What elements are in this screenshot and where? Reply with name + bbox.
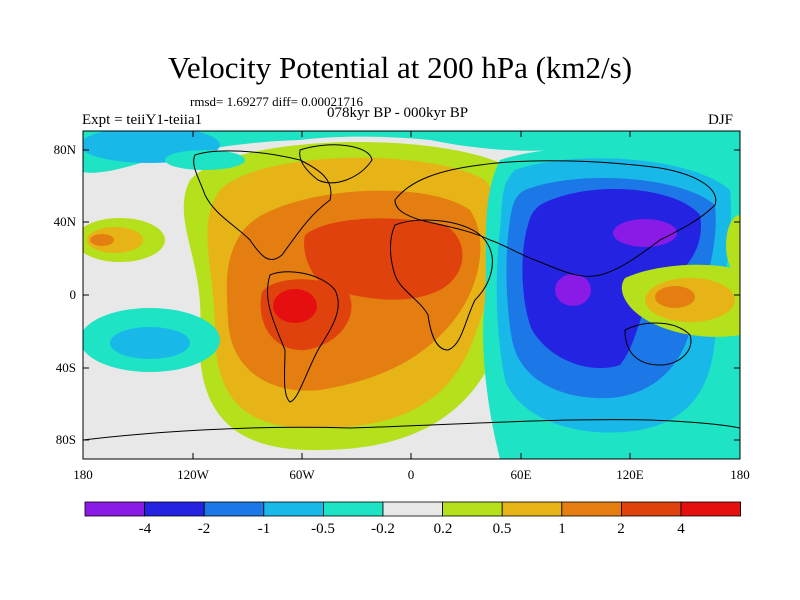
lon-label-60w: 60W — [289, 467, 315, 482]
colorbar-label-9: 4 — [677, 521, 685, 537]
contour-wpac-orange — [655, 286, 695, 308]
contour-min-violet-india — [555, 274, 591, 306]
contour-arctic-teal — [83, 131, 740, 175]
colorbar-swatch-1 — [144, 501, 205, 517]
colorbar-label-5: 0.2 — [433, 521, 453, 537]
colorbar-label-0: -4 — [138, 521, 152, 537]
lon-label-180e: 180 — [730, 467, 750, 482]
coast-south-america — [267, 271, 339, 403]
lat-label-40s: 40S — [55, 360, 76, 375]
lon-label-180w: 180 — [73, 467, 93, 482]
colorbar-label-3: -0.5 — [311, 521, 335, 537]
plot-title: Velocity Potential at 200 hPa (km2/s) — [167, 50, 633, 85]
colorbar-swatch-2 — [203, 501, 265, 517]
colorbar-swatch-3 — [263, 501, 324, 517]
colorbar-label-4: -0.2 — [371, 521, 395, 537]
lat-label-80n: 80N — [53, 142, 76, 157]
coast-africa — [390, 219, 493, 351]
coast-antarctica — [83, 419, 740, 441]
colorbar — [84, 501, 741, 517]
coast-australia — [624, 322, 692, 366]
coast-eurasia — [394, 160, 717, 277]
contour-spac-blue — [110, 327, 190, 359]
contour-nepac-teal — [165, 150, 245, 170]
colorbar-swatch-5 — [382, 501, 443, 517]
colorbar-label-8: 2 — [617, 521, 625, 537]
lat-label-40n: 40N — [53, 214, 76, 229]
coast-north-america — [193, 150, 332, 260]
contour-min-violet-asia — [613, 219, 677, 247]
colorbar-label-7: 1 — [558, 521, 566, 537]
colorbar-label-2: -1 — [257, 521, 271, 537]
lon-label-60e: 60E — [510, 467, 532, 482]
colorbar-swatch-9 — [621, 501, 682, 517]
lat-label-0: 0 — [69, 287, 77, 302]
coast-greenland — [299, 144, 373, 184]
coastlines — [83, 144, 740, 441]
lat-label-80s: 80S — [55, 432, 76, 447]
contour-max-red — [273, 289, 317, 323]
colorbar-swatch-10 — [680, 501, 741, 517]
colorbar-swatch-4 — [322, 501, 384, 517]
contour-epac-gold — [87, 227, 143, 253]
lon-label-120e: 120E — [616, 467, 644, 482]
colorbar-swatch-8 — [561, 501, 622, 517]
lon-label-120w: 120W — [177, 467, 209, 482]
season-label: DJF — [708, 112, 734, 128]
contour-lobe-positive-darkorange — [304, 218, 463, 300]
axis-ticks — [82, 131, 741, 459]
stats-text: rmsd= 1.69277 diff= 0.00021716 — [190, 94, 363, 109]
colorbar-swatch-0 — [84, 501, 145, 517]
contour-eastpac-lightgreen — [726, 215, 740, 275]
colorbar-swatch-6 — [442, 501, 503, 517]
period-label: 078kyr BP - 000kyr BP — [327, 105, 469, 121]
experiment-label: Expt = teiiY1-teiia1 — [82, 112, 203, 128]
lon-label-0: 0 — [407, 467, 415, 482]
contour-epac-orange — [90, 234, 114, 246]
colorbar-label-1: -2 — [197, 521, 211, 537]
colorbar-swatch-7 — [501, 501, 563, 517]
contour-field — [83, 131, 740, 459]
colorbar-label-6: 0.5 — [492, 521, 512, 537]
